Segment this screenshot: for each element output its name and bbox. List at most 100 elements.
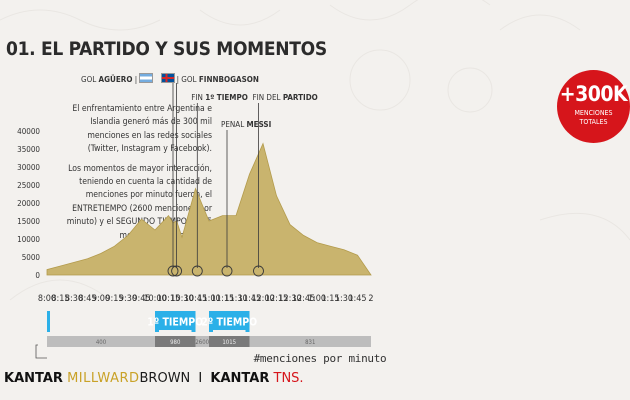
event-label-prefix: PENAL [221,120,247,129]
y-tick-label: 5000 [22,253,41,262]
argentina-flag-icon [139,73,154,83]
rate-segment [209,336,250,347]
period-label: 2º TIEMPO [201,317,257,329]
x-tick-label: 11:45 [238,294,261,304]
y-tick-label: 15000 [17,217,40,226]
x-tick-label: 10:15 [157,294,180,304]
event-label-prefix: FIN DEL [252,93,283,102]
description-line: teniendo en cuenta la cantidad de [79,177,212,187]
x-tick-label: 10:30 [170,294,193,304]
period-bar [155,311,196,313]
rate-segment-label: 1015 [222,339,236,346]
millward-logo: MILLWARD [67,371,140,386]
event-marker-icon [191,265,203,277]
x-tick-label: 12:00 [251,294,274,304]
iceland-flag-icon [160,73,175,83]
x-tick-label: 1:45 [348,294,366,304]
mentions-area [46,142,372,276]
period-end-cap [245,311,250,332]
x-tick-label: 11:00 [197,294,220,304]
event-label-prefix: | GOL [176,75,199,84]
event-label-bold: 1º TIEMPO [205,93,248,102]
x-tick-label: 8:45 [78,294,96,304]
x-tick-label: 8:00 [38,294,56,304]
rate-bracket [35,344,47,359]
rate-segment-label: 980 [170,339,181,346]
event-label-bold: PARTIDO [282,93,318,102]
x-tick-label: 9:15 [105,294,123,304]
x-tick-label: 12:15 [265,294,288,304]
event-label-prefix: GOL [81,75,99,84]
y-tick-label: 10000 [17,235,40,244]
event-label: GOL AGÜERO | [81,73,155,84]
x-tick-label: 9:00 [92,294,110,304]
event-marker-icon [221,265,233,277]
rate-segment [249,336,371,347]
x-tick-label: 12:30 [278,294,301,304]
x-axis-legend: #menciones por minuto [253,352,387,365]
x-tick-label: 12:45 [292,294,315,304]
description-line: ENTRETIEMPO (2600 menciones por [72,203,212,214]
kantar-logo-2: KANTAR [210,371,270,386]
y-tick-label: 35000 [17,145,40,154]
period-end-cap [191,311,196,332]
total-mentions-badge: +300K MENCIONES TOTALES [557,70,630,143]
period-bar [209,311,250,313]
x-tick-label: 11:30 [224,294,247,304]
brown-logo: BROWN [139,371,191,386]
badge-label-1: MENCIONES [574,109,613,117]
y-tick-label: 20000 [17,199,40,208]
y-tick-label: 25000 [17,181,40,190]
rate-segment [155,336,196,347]
x-tick-label: 1:15 [321,294,339,304]
description-line: Los momentos de mayor interacción, [68,163,212,174]
event-label-suffix: | [132,75,138,84]
event-marker-icon [167,265,179,277]
badge-value: +300K [559,82,628,106]
description-line: (Twitter, Instagram y Facebook). [87,144,212,155]
x-tick-label: 2 [368,294,373,304]
y-tick-label: 40000 [17,127,40,136]
event-label-bold: FINNBOGASON [198,75,259,84]
event-label: FIN DEL PARTIDO [253,93,318,102]
period-start-cap [209,311,213,332]
x-tick-label: 10:45 [184,294,207,304]
period-label: 1º TIEMPO [147,317,203,329]
x-tick-label: 9:45 [132,294,150,304]
period-label-box [213,313,246,330]
period-start-cap [155,311,159,332]
logo-separator: I [198,371,203,386]
kantar-logo: KANTAR [4,371,63,386]
description-line: menciones por minuto fueron, el [85,190,212,201]
x-tick-label: 11:15 [211,294,234,304]
event-label: | GOL FINNBOGASON [159,73,259,84]
x-tick-label: 8:15 [51,294,69,304]
x-tick-label: 1:00 [308,294,326,304]
x-tick-label: 10:00 [143,294,166,304]
rate-segment [47,336,155,347]
rate-segment [195,336,209,347]
description-line: Islandia generó más de 300 mil [90,117,212,128]
description-line: menciones en las redes sociales [87,130,212,141]
y-tick-label: 0 [35,271,40,280]
footer-logos: KANTAR MILLWARDBROWN I KANTAR TNS. [4,371,304,386]
badge-label-2: TOTALES [579,118,608,126]
event-label-bold: AGÜERO [98,75,133,84]
rate-segment-label: 2600 [195,339,209,346]
rate-segment-label: 831 [305,339,315,346]
event-marker-icon [171,265,183,277]
y-tick-label: 30000 [17,163,40,172]
x-tick-label: 9:30 [119,294,137,304]
x-tick-label: 8:30 [65,294,83,304]
rate-segment-label: 400 [96,339,107,346]
x-tick-label: 1:30 [335,294,353,304]
event-marker-icon [253,265,264,277]
description-line: El enfrentamiento entre Argentina e [72,104,212,114]
page-title: 01. EL PARTIDO Y SUS MOMENTOS [6,38,327,60]
timeline-start-cap [47,311,50,332]
period-label-box [159,313,192,330]
event-label-prefix: FIN [191,93,206,102]
event-label: FIN 1º TIEMPO [191,93,248,102]
